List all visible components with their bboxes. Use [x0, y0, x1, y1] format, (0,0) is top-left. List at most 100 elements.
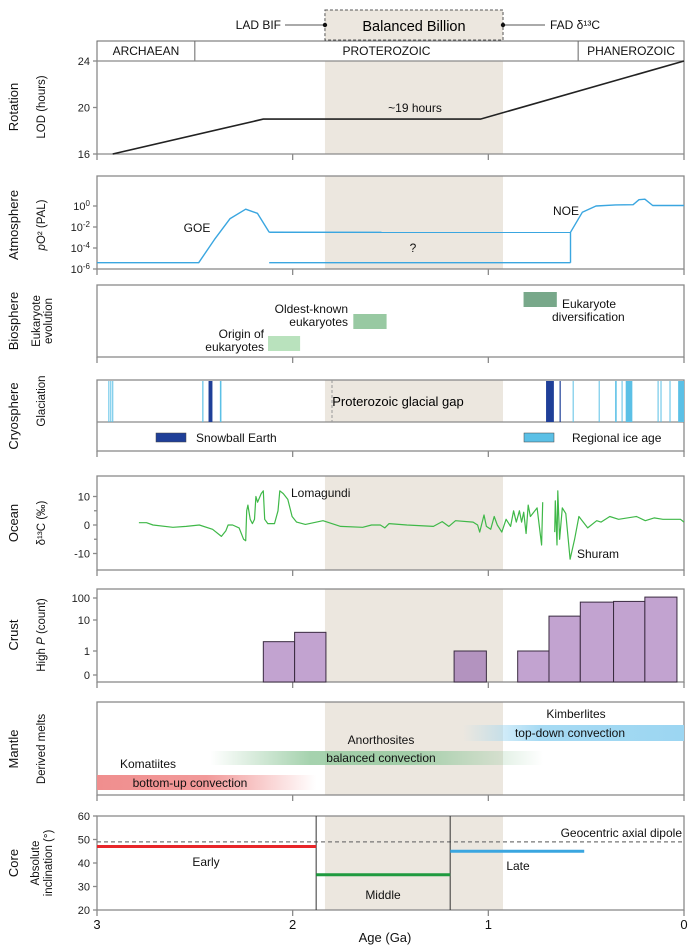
label-oldest-1: Oldest-known [275, 302, 348, 316]
ylabel-italic: p [36, 243, 48, 251]
y-tick-label: 16 [78, 149, 90, 161]
label-early: Early [192, 855, 219, 869]
regional-ice-age-bar [660, 381, 662, 422]
panel-frame [96, 175, 685, 270]
y-tick-label: 20 [78, 905, 90, 917]
convection-band [97, 775, 317, 790]
convection-band [462, 725, 684, 741]
y-tick-label: 30 [78, 882, 90, 894]
y-tick-label: 10 [78, 492, 90, 504]
regional-ice-age-bar [112, 381, 114, 422]
noe-curve [569, 198, 684, 263]
panel-frame [96, 701, 685, 796]
high-p-bar [548, 615, 581, 683]
glacial-gap-label: Proterozoic glacial gap [332, 394, 464, 409]
x-tick-1: 1 [485, 917, 492, 932]
ylabel-atmosphere: pO² (PAL) [36, 199, 48, 251]
panel-title-ocean: Ocean [6, 504, 21, 542]
eon-archaean: ARCHAEAN [113, 44, 180, 58]
annotation-lomagundi: Lomagundi [291, 486, 350, 500]
regional-ice-age-bar [202, 381, 204, 422]
regional-ice-age-bar [108, 381, 110, 422]
balanced-billion-label: Balanced Billion [362, 19, 465, 35]
x-tick-2: 2 [289, 917, 296, 932]
panel-titles: Rotation LOD (hours) Atmosphere pO² (PAL… [6, 75, 55, 896]
x-tick-3: 3 [93, 917, 100, 932]
gad-label: Geocentric axial dipole [561, 826, 683, 840]
balanced-billion-box [324, 9, 504, 41]
snowball-earth-bar [208, 381, 213, 422]
ylabel-italic: P [36, 637, 48, 645]
ylabel-rest: O² (PAL) [36, 199, 48, 244]
high-p-bar [644, 596, 678, 683]
eukaryote-range [523, 292, 557, 307]
y-tick-label: 100 [72, 593, 90, 605]
annotations: ~19 hours GOE NOE ? Origin of eukaryotes… [120, 101, 682, 945]
ylabel-rotation: LOD (hours) [36, 75, 48, 138]
label-komatiites: Komatiites [120, 757, 176, 771]
legend-swatch-regional [523, 432, 555, 443]
x-tick-0: 0 [680, 917, 687, 932]
eon-proterozoic: PROTEROZOIC [342, 44, 430, 58]
ylabel-post: (count) [36, 598, 48, 637]
lod-line [112, 60, 685, 155]
high-p-bar [294, 631, 327, 683]
legend-regional-ice-age: Regional ice age [572, 431, 662, 445]
label-oldest-2: eukaryotes [289, 315, 348, 329]
label-middle: Middle [365, 888, 401, 902]
label-balanced: balanced convection [326, 751, 435, 765]
d13c-line [554, 490, 685, 560]
y-tick-label: 0 [84, 520, 90, 532]
shade-region [324, 702, 504, 795]
fad-d13c-label: FAD δ¹³C [550, 18, 600, 32]
balanced-billion-shading [324, 61, 504, 910]
regional-ice-age-bar [621, 381, 623, 422]
panel-title-crust: Crust [6, 619, 21, 650]
convection-band [210, 751, 544, 765]
y-tick-label: 10-2 [71, 220, 91, 234]
label-origin-1: Origin of [219, 327, 265, 341]
snowball-earth-bar [559, 381, 561, 422]
y-tick-label: 10-4 [71, 241, 91, 255]
lad-bif-label: LAD BIF [236, 18, 281, 32]
y-tick-label: 40 [78, 858, 90, 870]
eon-phanerozoic: PHANEROZOIC [587, 44, 675, 58]
annotation-shuram: Shuram [577, 547, 619, 561]
y-tick-label: 100 [73, 199, 90, 213]
x-tick-labels: 3 2 1 0 [93, 917, 687, 932]
ylabel-core-1: Absolute [30, 841, 42, 886]
shade-region [324, 176, 504, 269]
regional-ice-age-bar [625, 381, 633, 422]
snowball-earth-bar [546, 381, 554, 422]
annotation-unknown: ? [410, 241, 417, 255]
label-diversification-2: diversification [552, 310, 625, 324]
y-tick-label: 24 [78, 56, 90, 68]
regional-ice-age-bar [572, 381, 574, 422]
x-axis-label: Age (Ga) [359, 930, 412, 945]
panel-frame [96, 284, 685, 358]
high-p-bar [579, 601, 615, 683]
eukaryote-range [353, 314, 387, 329]
regional-ice-age-bar [678, 381, 684, 422]
ylabel-core-2: inclination (°) [43, 830, 55, 897]
panel-frame [96, 475, 685, 571]
annotation-noe: NOE [553, 204, 579, 218]
high-p-bar [613, 600, 646, 683]
ylabel-biosphere-2: evolution [43, 298, 55, 344]
shade-region [324, 380, 504, 422]
label-bottom-up: bottom-up convection [133, 776, 248, 790]
ylabel-crust: High P (count) [36, 598, 48, 672]
regional-ice-age-bar [598, 381, 600, 422]
high-p-bar [453, 650, 487, 683]
shade-region [324, 61, 504, 154]
lad-bif-marker [322, 22, 328, 28]
panel-title-mantle: Mantle [6, 729, 21, 768]
legend-snowball-earth: Snowball Earth [196, 431, 277, 445]
y-tick-label: 1 [84, 646, 90, 658]
regional-ice-age-bar [669, 381, 671, 422]
label-anorthosites: Anorthosites [348, 733, 415, 747]
y-tick-label: 10 [78, 615, 90, 627]
label-late: Late [506, 859, 530, 873]
eukaryote-range [268, 336, 301, 351]
